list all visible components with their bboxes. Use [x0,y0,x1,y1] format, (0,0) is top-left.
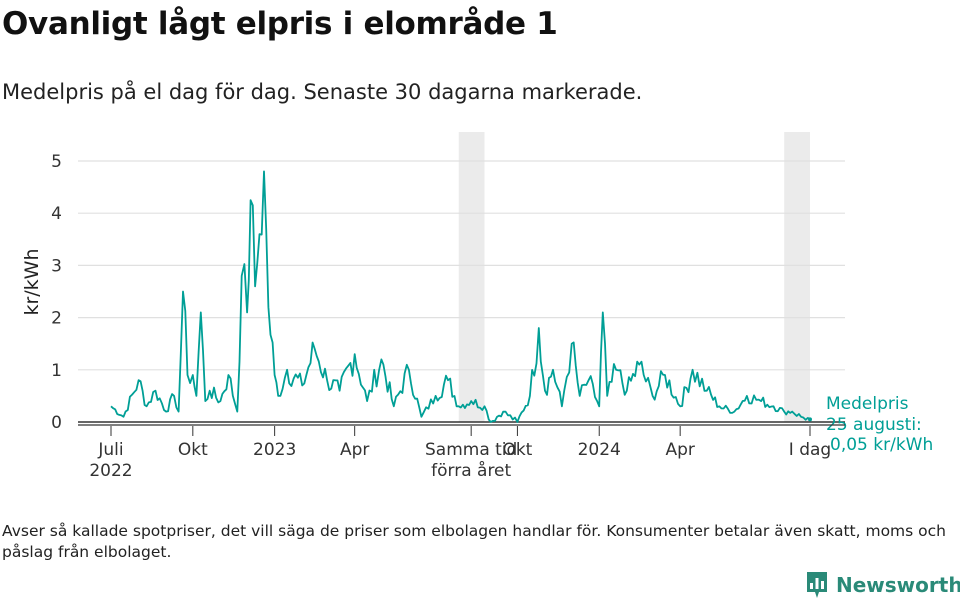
x-tick-label-8: I dag [789,440,831,460]
latest-price-point [808,417,812,422]
x-tick-sublabel-0: 2022 [89,461,132,481]
y-tick-label-3: 3 [51,256,62,276]
x-tick-label-1: Okt [178,440,208,460]
y-tick-labels: 0 1 2 3 4 5 [51,152,62,433]
highlight-period-0 [458,132,485,422]
highlight-period-1 [784,132,810,422]
x-tick-label-0: Juli [97,440,123,460]
annotation-line-3: 0,05 kr/kWh [830,435,933,455]
annotation-line-2: 25 augusti: [826,415,922,435]
annotation-line-1: Medelpris [826,394,909,414]
chart-subtitle: Medelpris på el dag för dag. Senaste 30 … [2,80,643,104]
x-tick-label-3: Apr [340,440,369,460]
newsworthy-logo[interactable]: Newsworthy [805,570,960,600]
latest-price-annotation: Medelpris 25 augusti: 0,05 kr/kWh [826,394,933,455]
newsworthy-logo-icon [807,572,827,598]
x-tick-label-2: 2023 [253,440,296,460]
y-tick-label-5: 5 [51,152,62,172]
x-tick-label-4: Samma tid [425,440,517,460]
x-tick-label-6: 2024 [578,440,621,460]
footnote: Avser så kallade spotpriser, det vill sä… [2,522,946,561]
newsworthy-logo-text: Newsworthy [836,573,960,597]
y-axis-label: kr/kWh [21,248,43,315]
x-tick-label-5: Okt [502,440,532,460]
highlight-periods [458,132,810,422]
y-tick-label-2: 2 [51,309,62,329]
y-tick-label-4: 4 [51,204,62,224]
chart-title: Ovanligt lågt elpris i elområde 1 [2,6,558,42]
y-tick-label-1: 1 [51,361,62,381]
x-tick-label-7: Apr [665,440,694,460]
price-series-line [110,170,811,423]
y-gridlines [78,160,845,371]
x-tick-sublabel-4: förra året [431,460,511,481]
y-tick-label-0: 0 [51,413,62,433]
